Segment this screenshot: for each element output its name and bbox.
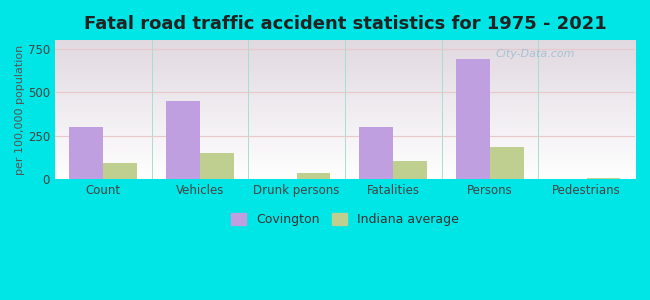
Bar [490, 147, 524, 179]
Text: City-Data.com: City-Data.com [496, 49, 575, 59]
Bar [587, 178, 621, 179]
Y-axis label: per 100,000 population: per 100,000 population [15, 45, 25, 175]
Bar [103, 163, 137, 179]
Bar [359, 127, 393, 179]
Bar [456, 59, 490, 179]
Bar [296, 172, 330, 179]
Legend: Covington, Indiana average: Covington, Indiana average [231, 213, 459, 226]
Bar [70, 127, 103, 179]
Bar [393, 161, 427, 179]
Bar [200, 153, 234, 179]
Bar [166, 101, 200, 179]
Title: Fatal road traffic accident statistics for 1975 - 2021: Fatal road traffic accident statistics f… [84, 15, 606, 33]
